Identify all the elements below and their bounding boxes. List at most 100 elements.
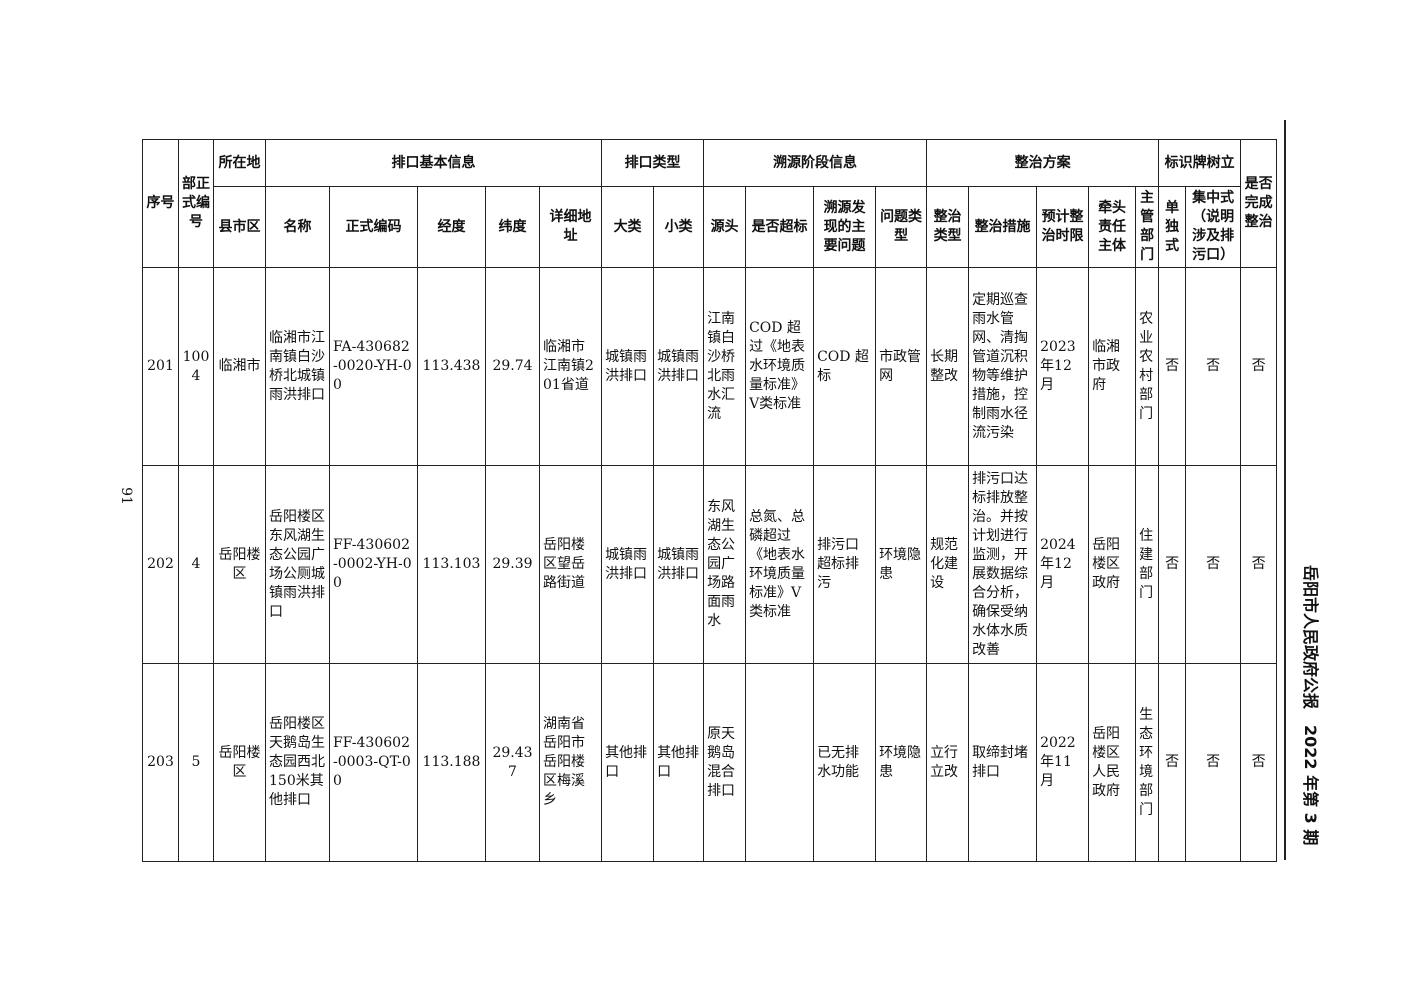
table-cell: 临湘市江南镇201省道 xyxy=(538,267,603,466)
subheader-cell: 名称 xyxy=(265,186,330,268)
table-cell: 113.188 xyxy=(417,663,486,862)
subheader-cell: 正式编码 xyxy=(329,186,418,268)
table-cell: 岳阳楼区东风湖生态公园广场公厕城镇雨洪排口 xyxy=(265,465,330,664)
table-cell: 已无排水功能 xyxy=(813,663,877,862)
table-cell: 排污口达标排放整治。并按计划进行监测，开展数据综合分析，确保受纳水体水质改善 xyxy=(968,465,1038,664)
table-cell: 29.437 xyxy=(485,663,540,862)
table-cell: 岳阳楼区 xyxy=(213,663,266,862)
subheader-cell: 溯源发现的主要问题 xyxy=(813,186,877,268)
table-cell: 城镇雨洪排口 xyxy=(601,465,655,664)
table-cell: 住建部门 xyxy=(1135,465,1160,664)
table-cell: 临湘市 xyxy=(213,267,266,466)
table-cell: 立行立改 xyxy=(926,663,970,862)
table-cell: FA-430682-0020-YH-00 xyxy=(329,267,418,466)
outlet-table: 序号 部正式编号 所在地 排口基本信息 排口类型 溯源阶段信息 整治方案 标识牌… xyxy=(142,139,1278,862)
table-cell: FF-430602-0003-QT-00 xyxy=(329,663,418,862)
table-cell: 2023年12月 xyxy=(1036,267,1090,466)
table-cell: 城镇雨洪排口 xyxy=(653,267,705,466)
margin-rule xyxy=(1284,120,1286,860)
table-cell: COD 超标 xyxy=(813,267,877,466)
col-seq: 序号 xyxy=(142,139,179,268)
table-cell: 203 xyxy=(142,663,179,862)
table-cell: FF-430602-0002-YH-00 xyxy=(329,465,418,664)
table-cell: 其他排口 xyxy=(653,663,705,862)
table-cell: 规范化建设 xyxy=(926,465,970,664)
subheader-cell: 是否超标 xyxy=(745,186,815,268)
col-basic-info: 排口基本信息 xyxy=(264,139,603,187)
subheader-cell: 小类 xyxy=(653,186,705,268)
table-row: 201 1004 临湘市 临湘市江南镇白沙桥北城镇雨洪排口 FA-430682-0020… xyxy=(142,267,1278,466)
table-cell: 4 xyxy=(178,465,214,664)
table-cell: 岳阳楼区人民政府 xyxy=(1088,663,1137,862)
subheader-cell: 大类 xyxy=(601,186,655,268)
table-cell: 农业农村部门 xyxy=(1135,267,1160,466)
table-cell: COD 超过《地表水环境质量标准》V类标准 xyxy=(745,267,815,466)
table-cell: 岳阳楼区政府 xyxy=(1088,465,1137,664)
table-cell: 否 xyxy=(1185,663,1242,862)
subheader-cell: 详细地址 xyxy=(538,186,603,268)
table-cell: 否 xyxy=(1185,465,1242,664)
subheader-cell: 单独式 xyxy=(1158,186,1187,268)
table-cell: 5 xyxy=(178,663,214,862)
col-dept-code: 部正式编号 xyxy=(178,139,214,268)
table-cell: 113.438 xyxy=(417,267,486,466)
table-cell: 环境隐患 xyxy=(875,465,928,664)
subheader-cell: 牵头责任主体 xyxy=(1088,186,1137,268)
table-cell: 202 xyxy=(142,465,179,664)
subheader-cell: 预计整治时限 xyxy=(1036,186,1090,268)
table-cell: 29.39 xyxy=(485,465,540,664)
running-header: 岳阳市人民政府公报 2022 年第 3 期 xyxy=(1301,565,1320,846)
table-cell: 否 xyxy=(1240,465,1278,664)
table-cell: 否 xyxy=(1158,465,1187,664)
subheader-cell: 集中式（说明涉及排污口） xyxy=(1185,186,1242,268)
subheader-cell: 源头 xyxy=(703,186,747,268)
table-cell: 总氮、总磷超过《地表水环境质量标准》V类标准 xyxy=(745,465,815,664)
table-cell: 长期整改 xyxy=(926,267,970,466)
table-cell: 岳阳楼区 xyxy=(213,465,266,664)
col-location: 所在地 xyxy=(213,139,266,187)
subheader-cell: 纬度 xyxy=(485,186,540,268)
table-cell: 城镇雨洪排口 xyxy=(601,267,655,466)
table-cell: 1004 xyxy=(178,267,214,466)
table-cell: 湖南省岳阳市岳阳楼区梅溪乡 xyxy=(538,663,603,862)
table-cell: 2022年11月 xyxy=(1036,663,1090,862)
col-trace: 溯源阶段信息 xyxy=(703,139,928,187)
table-cell: 113.103 xyxy=(417,465,486,664)
table-cell: 排污口超标排污 xyxy=(813,465,877,664)
col-done: 是否完成整治 xyxy=(1240,139,1278,268)
subheader-cell: 经度 xyxy=(417,186,486,268)
table-cell: 环境隐患 xyxy=(875,663,928,862)
table-cell: 否 xyxy=(1158,663,1187,862)
table-cell: 生态环境部门 xyxy=(1135,663,1160,862)
table-cell: 定期巡查雨水管网、清掏管道沉积物等维护措施，控制雨水径流污染 xyxy=(968,267,1038,466)
table-cell: 临湘市江南镇白沙桥北城镇雨洪排口 xyxy=(265,267,330,466)
table-cell: 城镇雨洪排口 xyxy=(653,465,705,664)
table-cell: 东风湖生态公园广场路面雨水 xyxy=(703,465,747,664)
col-sign: 标识牌树立 xyxy=(1158,139,1242,187)
table-cell: 否 xyxy=(1158,267,1187,466)
subheader-cell: 县市区 xyxy=(213,186,266,268)
table-cell: 取缔封堵排口 xyxy=(968,663,1038,862)
table-cell: 原天鹅岛混合排口 xyxy=(703,663,747,862)
table-cell: 岳阳楼区天鹅岛生态园西北150米其他排口 xyxy=(265,663,330,862)
page-number: 91 xyxy=(117,487,134,505)
table-row: 203 5 岳阳楼区 岳阳楼区天鹅岛生态园西北150米其他排口 FF-430602-00… xyxy=(142,663,1278,862)
table-cell: 岳阳楼区望岳路街道 xyxy=(538,465,603,664)
table-row: 202 4 岳阳楼区 岳阳楼区东风湖生态公园广场公厕城镇雨洪排口 FF-430602-0… xyxy=(142,465,1278,664)
table-cell: 29.74 xyxy=(485,267,540,466)
table-cell: 否 xyxy=(1240,267,1278,466)
table-cell: 否 xyxy=(1240,663,1278,862)
subheader-cell: 整治类型 xyxy=(926,186,970,268)
col-outlet-type: 排口类型 xyxy=(601,139,705,187)
table-cell: 市政管网 xyxy=(875,267,928,466)
table-cell xyxy=(745,663,815,862)
subheader-cell: 主管部门 xyxy=(1135,186,1160,268)
table-cell: 其他排口 xyxy=(601,663,655,862)
subheader-cell: 整治措施 xyxy=(968,186,1038,268)
table-cell: 江南镇白沙桥北雨水汇流 xyxy=(703,267,747,466)
table-cell: 201 xyxy=(142,267,179,466)
col-plan: 整治方案 xyxy=(926,139,1160,187)
table-cell: 否 xyxy=(1185,267,1242,466)
table-cell: 临湘市政府 xyxy=(1088,267,1137,466)
table-cell: 2024年12月 xyxy=(1036,465,1090,664)
